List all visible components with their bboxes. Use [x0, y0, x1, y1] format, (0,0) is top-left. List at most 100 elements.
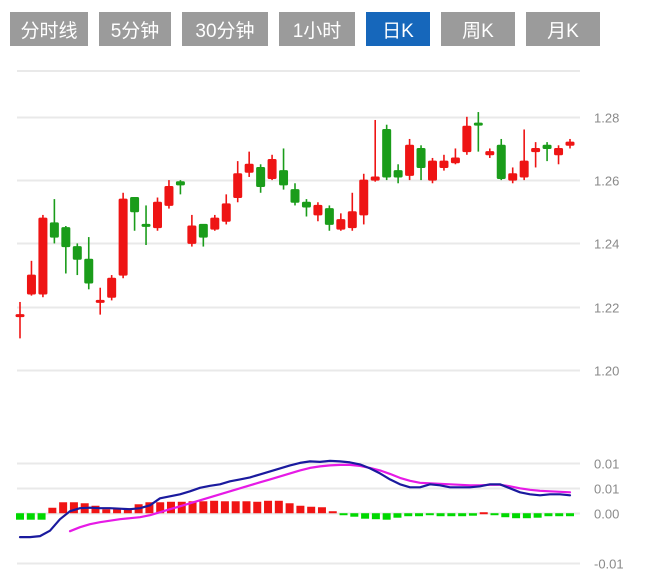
macd-histogram-bar — [566, 513, 574, 517]
price-axis-label: 1.22 — [594, 301, 619, 316]
candle-body — [198, 223, 208, 238]
candle-body — [95, 299, 105, 303]
macd-histogram-bar — [339, 513, 348, 516]
macd-histogram-bar — [307, 506, 316, 514]
candle-body — [450, 157, 460, 164]
macd-histogram-bar — [317, 507, 326, 514]
candle-body — [187, 225, 197, 244]
macd-histogram-bar — [91, 505, 100, 514]
macd-histogram-bar — [361, 513, 370, 519]
macd-histogram-bar — [415, 513, 424, 517]
macd-histogram-bar — [166, 501, 175, 514]
candle-body — [439, 160, 449, 168]
macd-histogram-bar — [37, 513, 46, 520]
macd-histogram-bar — [512, 513, 521, 519]
candle-body — [210, 217, 220, 230]
candle-body — [462, 125, 472, 153]
period-tab-4[interactable]: 日K — [366, 12, 430, 46]
macd-histogram-bar — [501, 513, 510, 518]
candle-body — [61, 227, 71, 248]
macd-histogram-bar — [436, 513, 445, 517]
macd-histogram-bar — [102, 509, 111, 514]
candle-body — [485, 151, 495, 156]
price-axis-label: 1.24 — [594, 237, 619, 252]
period-tab-label: 1小时 — [292, 20, 342, 42]
macd-axis-label: -0.01 — [594, 557, 624, 572]
macd-histogram-bar — [544, 513, 553, 517]
candle-body — [26, 274, 36, 295]
macd-histogram-bar — [404, 513, 413, 517]
candle-body — [267, 159, 277, 180]
macd-histogram-bar — [123, 508, 132, 514]
macd-histogram-bar — [555, 513, 564, 517]
period-tab-2[interactable]: 30分钟 — [182, 12, 268, 46]
macd-histogram-bar — [177, 501, 186, 514]
macd-axis-label: 0.00 — [594, 507, 619, 522]
candle-body — [279, 170, 289, 186]
macd-histogram-bar — [350, 513, 359, 517]
candle-body — [508, 173, 518, 181]
macd-histogram-bar — [264, 500, 273, 514]
macd-histogram-bar — [231, 501, 240, 514]
macd-histogram-bar — [328, 511, 337, 514]
period-tab-0[interactable]: 分时线 — [10, 12, 88, 46]
period-tab-6[interactable]: 月K — [526, 12, 600, 46]
macd-histogram-bar — [145, 502, 154, 514]
candle-body — [130, 197, 140, 213]
candle-body — [554, 147, 564, 156]
candle-body — [324, 208, 334, 225]
macd-histogram-bar — [479, 512, 488, 515]
macd-histogram — [16, 500, 574, 520]
candle-body — [393, 170, 403, 178]
period-tab-label: 周K — [462, 20, 494, 42]
macd-histogram-bar — [113, 509, 122, 514]
candle-body — [175, 181, 185, 186]
price-axis-label: 1.26 — [594, 174, 619, 189]
period-tab-1[interactable]: 5分钟 — [99, 12, 171, 46]
candle-body — [542, 144, 552, 149]
candle-body — [370, 176, 380, 181]
macd-axis-label: 0.01 — [594, 482, 619, 497]
macd-histogram-bar — [296, 505, 305, 514]
period-tab-label: 5分钟 — [110, 20, 160, 42]
macd-histogram-bar — [285, 503, 294, 514]
macd-histogram-bar — [533, 513, 542, 518]
period-tab-label: 月K — [547, 20, 579, 42]
period-tab-3[interactable]: 1小时 — [279, 12, 355, 46]
macd-dif-line — [18, 459, 572, 539]
candle-body — [164, 185, 174, 206]
period-tab-5[interactable]: 周K — [441, 12, 515, 46]
macd-histogram-bar — [253, 501, 262, 514]
candle-body — [141, 223, 151, 227]
candle-body — [531, 147, 541, 153]
price-axis-label: 1.28 — [594, 111, 619, 126]
candle-body — [301, 201, 311, 208]
macd-histogram-bar — [188, 501, 197, 514]
macd-histogram-bar — [382, 513, 391, 520]
macd-histogram-bar — [490, 513, 499, 516]
macd-histogram-bar — [447, 513, 456, 517]
macd-histogram-bar — [522, 513, 531, 519]
macd-histogram-bar — [458, 513, 467, 517]
macd-histogram-bar — [16, 513, 24, 520]
candle-body — [428, 160, 437, 181]
candle-body — [405, 144, 415, 176]
macd-histogram-bar — [371, 513, 380, 520]
candle-body — [519, 160, 529, 178]
period-tab-label: 日K — [382, 20, 414, 42]
candle-body — [38, 217, 48, 295]
chart-area: 1.28 1.26 1.24 1.22 1.20 0.01 0.01 0.00 -0.01 — [0, 58, 657, 586]
price-and-macd-chart: 1.28 1.26 1.24 1.22 1.20 0.01 0.01 0.00 -0.01 — [15, 70, 624, 572]
candle-body — [290, 189, 300, 203]
candle-body — [153, 201, 162, 229]
macd-histogram-bar — [242, 501, 251, 514]
macd-histogram-bar — [48, 507, 57, 514]
candle-body — [347, 211, 357, 229]
candle-body — [49, 222, 59, 238]
candle-body — [313, 204, 323, 216]
macd-axis-label: 0.01 — [594, 457, 619, 472]
period-tab-bar: 分时线 5分钟 30分钟 1小时 日K 周K 月K — [0, 0, 657, 58]
candle-body — [256, 166, 266, 187]
macd-histogram-bar — [26, 513, 35, 520]
candle-body — [382, 128, 392, 178]
